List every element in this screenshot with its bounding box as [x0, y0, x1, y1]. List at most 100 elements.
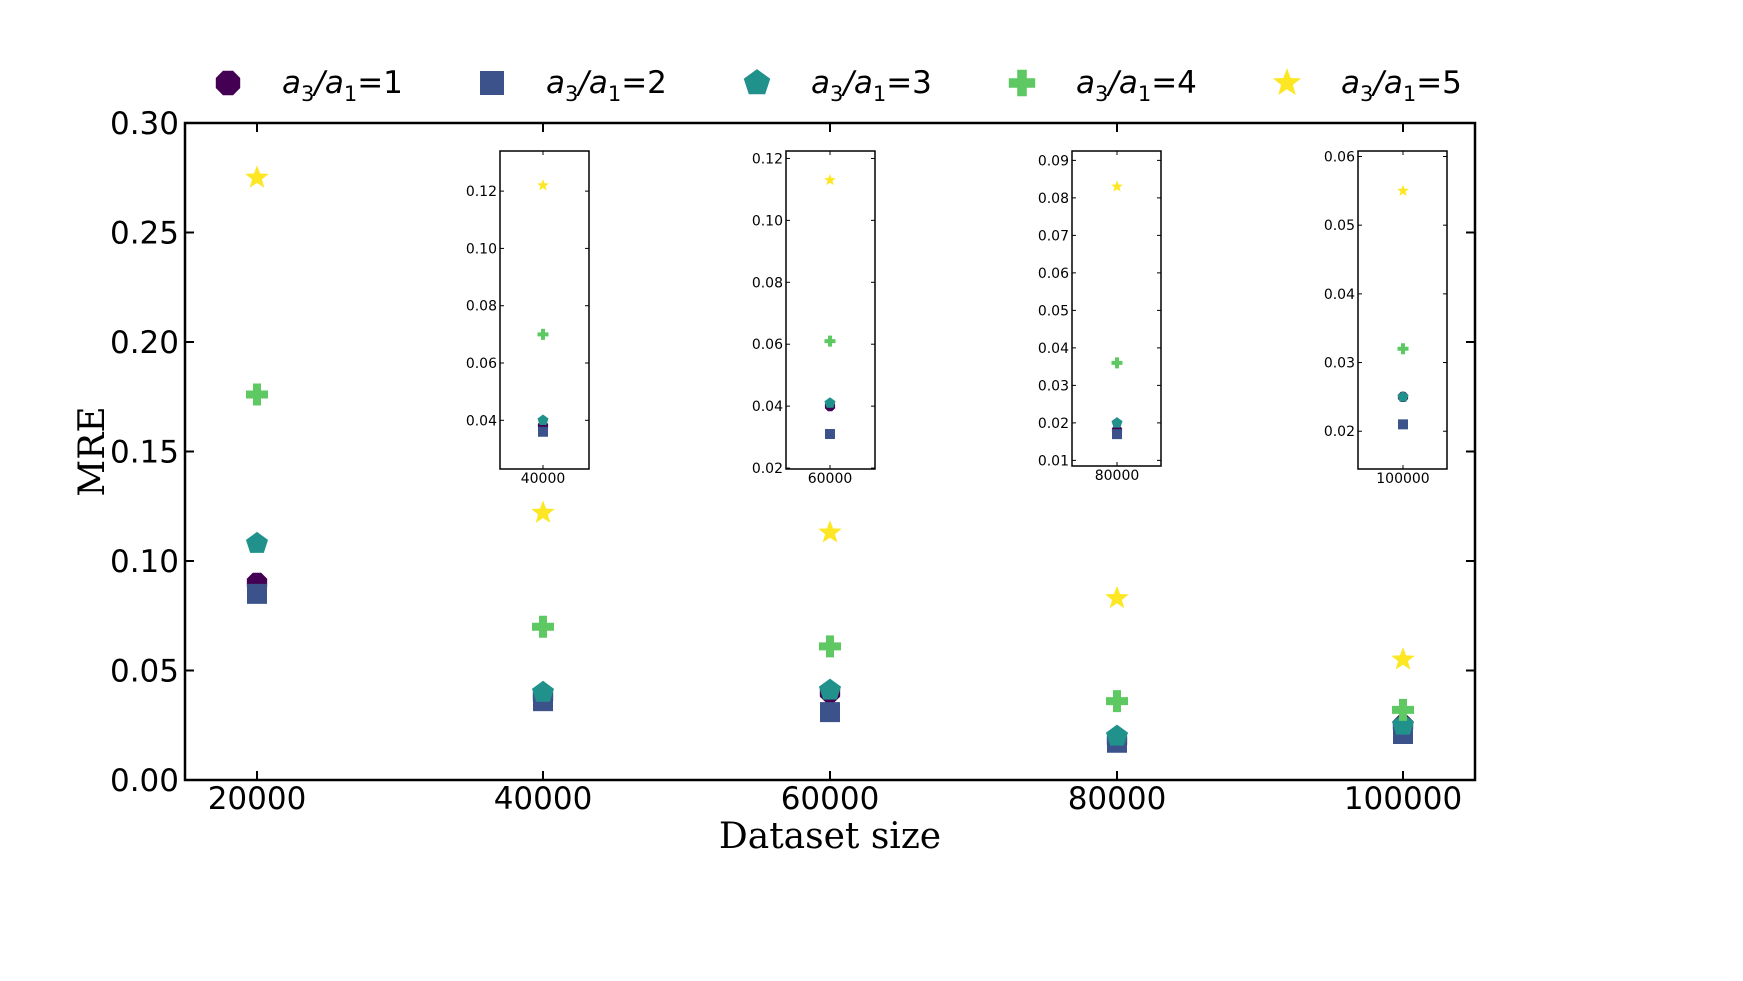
insets: 0.040.060.080.100.12400000.020.040.060.0… — [466, 149, 1448, 487]
inset-y-tick-label: 0.06 — [1038, 266, 1069, 282]
inset-plot-80000: 0.01 0.02 0.03 0.04 0.05 0.06 0.07 0.08 0.09 8000… — [1038, 150, 1162, 484]
legend-entry-3: a3/a1=3 — [743, 65, 932, 106]
inset-x-tick-label: 60000 — [808, 471, 853, 487]
inset-y-tick-label: 0.02 — [752, 461, 783, 477]
data-point-series-5 — [1105, 585, 1129, 609]
inset-data-point-series-4 — [1397, 343, 1409, 355]
inset-y-tick-label: 0.08 — [752, 275, 783, 291]
inset-frame — [785, 150, 876, 470]
inset-data-point-series-3 — [1397, 391, 1409, 402]
legend-label: a3/a1=5 — [1341, 65, 1462, 106]
y-tick-label: 0.05 — [110, 654, 179, 690]
data-point-series-2 — [247, 583, 267, 604]
inset-y-tick-label: 0.06 — [466, 356, 497, 372]
inset-y-tick-label: 0.04 — [466, 413, 497, 429]
inset-y-tick-label: 0.06 — [752, 337, 783, 353]
data-point-series-5 — [818, 520, 842, 543]
inset-x-tick-label: 100000 — [1376, 471, 1429, 487]
y-tick-label: 0.20 — [110, 325, 179, 361]
x-axis: 20000 40000 60000 80000 100000 — [208, 123, 1462, 817]
legend-marker — [1008, 69, 1036, 97]
inset-data-point-series-4 — [824, 335, 836, 347]
inset-y-tick-label: 0.06 — [1324, 149, 1355, 165]
data-point-series-3 — [818, 678, 842, 700]
inset-plot-60000: 0.02 0.04 0.06 0.08 0.10 0.12 60000 — [752, 150, 876, 487]
x-tick-label: 60000 — [781, 781, 880, 817]
inset-y-tick-label: 0.03 — [1038, 378, 1069, 394]
inset-y-tick-label: 0.03 — [1324, 356, 1355, 372]
data-point-series-5 — [531, 500, 555, 523]
legend-entry-5: a3/a1=5 — [1272, 65, 1462, 106]
inset-y-tick-label: 0.10 — [466, 241, 497, 257]
inset-data-point-series-2 — [538, 426, 548, 437]
legend-label: a3/a1=3 — [811, 65, 932, 106]
inset-data-point-series-3 — [1111, 417, 1123, 428]
data-point-series-3 — [531, 680, 555, 702]
inset-data-point-series-4 — [1111, 357, 1123, 369]
inset-x-tick-label: 80000 — [1095, 468, 1140, 484]
inset-plot-40000: 0.04 0.06 0.08 0.10 0.12 40000 — [466, 150, 590, 487]
x-axis-label: Dataset size — [719, 816, 941, 857]
inset-frame — [1071, 150, 1162, 467]
x-tick-label: 20000 — [208, 781, 307, 817]
data-point-series-3 — [245, 531, 269, 553]
inset-y-tick-label: 0.12 — [466, 184, 497, 200]
data-point-series-4 — [532, 615, 554, 638]
inset-data-point-series-5 — [537, 179, 549, 191]
inset-data-point-series-5 — [1111, 180, 1123, 192]
legend-entry-1: a3/a1=1 — [215, 65, 403, 106]
inset-data-point-series-2 — [1398, 419, 1408, 430]
inset-y-tick-label: 0.08 — [1038, 191, 1069, 207]
inset-y-tick-label: 0.04 — [1324, 287, 1355, 303]
inset-data-point-series-5 — [824, 173, 836, 186]
x-tick-label: 80000 — [1068, 781, 1167, 817]
data-point-series-2 — [820, 702, 840, 723]
legend-marker — [480, 71, 504, 95]
data-point-series-4 — [1392, 698, 1414, 721]
inset-y-tick-label: 0.04 — [1038, 341, 1069, 357]
legend-label: a3/a1=4 — [1076, 65, 1197, 106]
y-tick-label: 0.00 — [110, 763, 179, 799]
inset-data-point-series-2 — [1112, 429, 1122, 440]
inset-data-point-series-3 — [824, 397, 836, 408]
data-point-series-3 — [1391, 713, 1415, 735]
data-points — [245, 165, 1415, 753]
y-axis-label: MRE — [72, 406, 113, 496]
inset-data-point-series-4 — [537, 328, 549, 340]
legend-marker — [215, 70, 241, 96]
legend-label: a3/a1=2 — [546, 65, 667, 106]
inset-plot-100000: 0.02 0.03 0.04 0.05 0.06 100000 — [1324, 149, 1448, 487]
inset-data-point-series-5 — [1397, 184, 1409, 196]
legend-marker — [743, 69, 771, 95]
x-tick-label: 100000 — [1344, 781, 1462, 817]
inset-y-tick-label: 0.05 — [1038, 303, 1069, 319]
inset-y-tick-label: 0.12 — [752, 151, 783, 167]
inset-data-point-series-2 — [825, 429, 835, 440]
legend-entry-4: a3/a1=4 — [1008, 65, 1197, 106]
y-tick-label: 0.15 — [110, 435, 179, 471]
inset-y-tick-label: 0.04 — [752, 399, 783, 415]
data-point-series-5 — [1391, 647, 1415, 670]
inset-y-tick-label: 0.02 — [1038, 416, 1069, 432]
y-tick-label: 0.25 — [110, 216, 179, 252]
y-tick-label: 0.10 — [110, 544, 179, 580]
data-point-series-5 — [245, 165, 269, 188]
data-point-series-3 — [1105, 724, 1129, 746]
data-point-series-4 — [1106, 690, 1128, 713]
inset-y-tick-label: 0.01 — [1038, 453, 1069, 469]
data-point-series-4 — [819, 635, 841, 658]
y-tick-label: 0.30 — [110, 106, 179, 142]
inset-y-tick-label: 0.05 — [1324, 218, 1355, 234]
legend-entry-2: a3/a1=2 — [480, 65, 667, 106]
legend-label: a3/a1=1 — [282, 65, 403, 106]
legend-marker — [1272, 68, 1302, 96]
y-axis: 0.00 0.05 0.10 0.15 0.20 0.25 0.30 — [110, 106, 1475, 799]
inset-y-tick-label: 0.10 — [752, 213, 783, 229]
inset-y-tick-label: 0.02 — [1324, 424, 1355, 440]
inset-y-tick-label: 0.07 — [1038, 228, 1069, 244]
data-point-series-4 — [246, 383, 268, 406]
legend: a3/a1=1 a3/a1=2 a3/a1=3 a3/a1=4 a3/a1=5 — [215, 65, 1462, 106]
main-plot: 0.00 0.05 0.10 0.15 0.20 0.25 0.30 20000 40000 6… — [110, 106, 1477, 817]
inset-frame — [1357, 150, 1448, 470]
